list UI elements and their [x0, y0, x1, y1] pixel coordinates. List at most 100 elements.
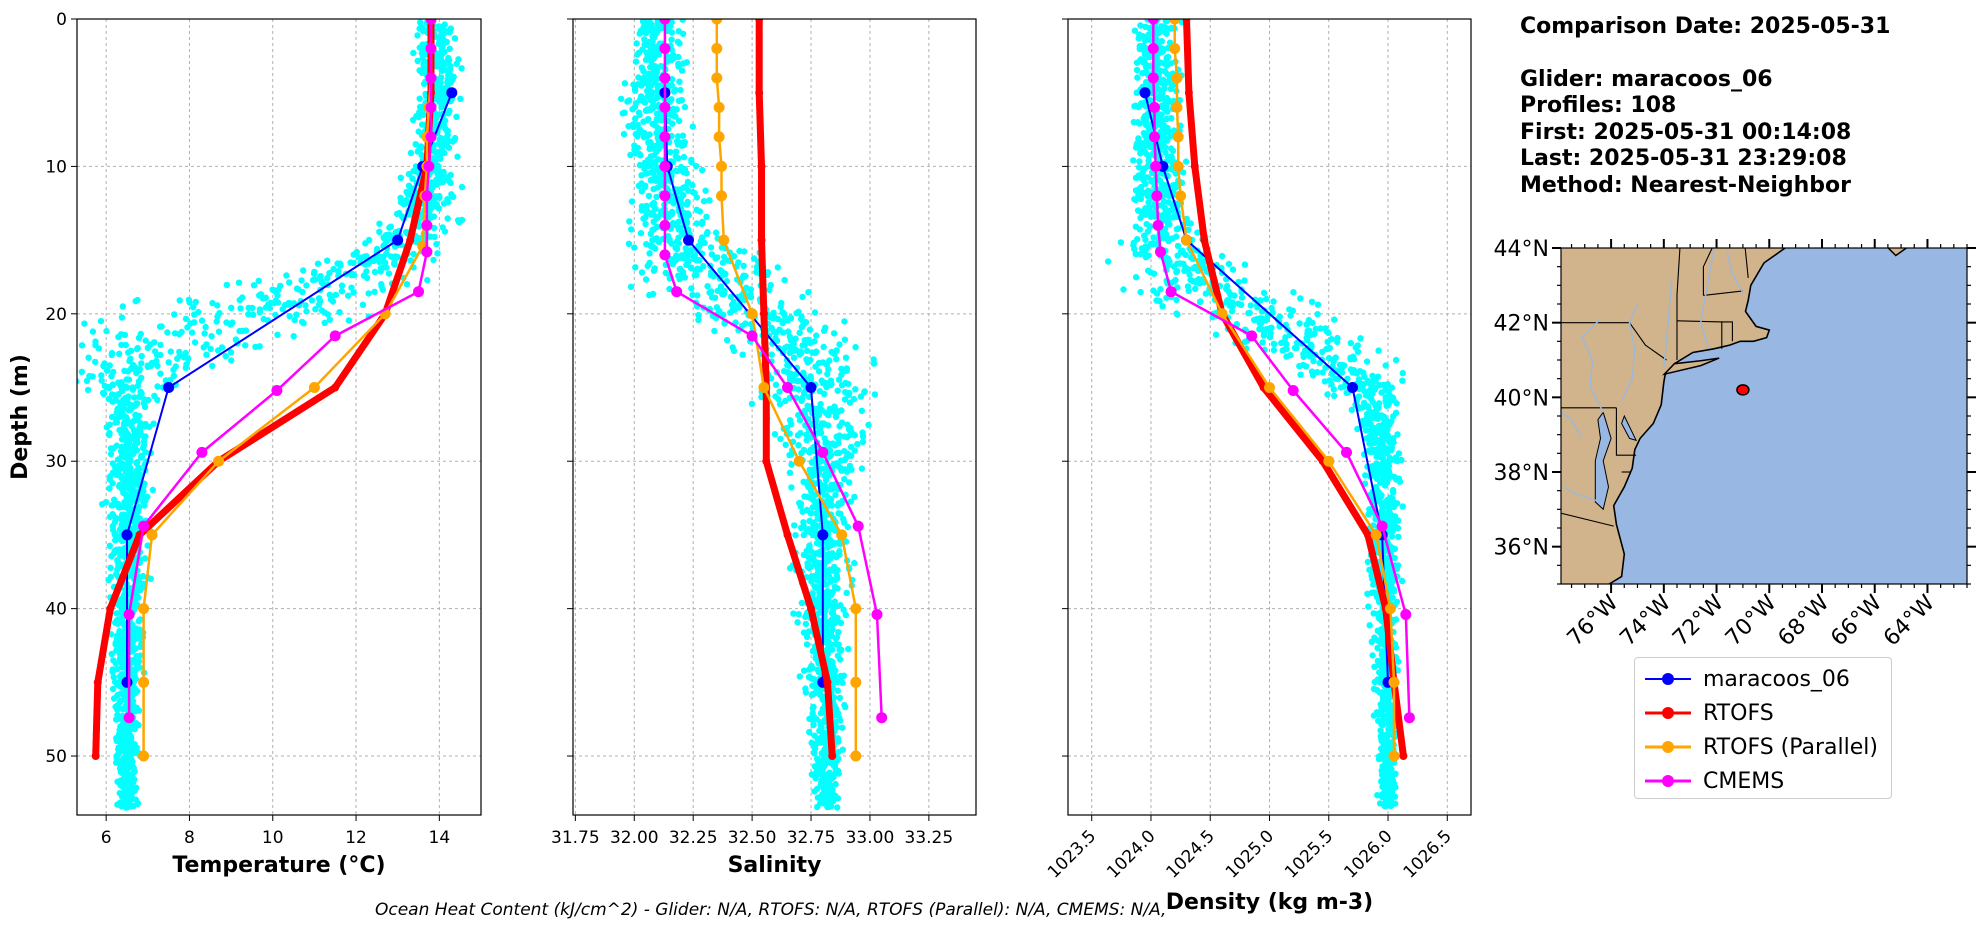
glider-point — [257, 291, 265, 298]
glider-point — [641, 41, 648, 48]
glider-point — [1144, 228, 1152, 235]
glider-point — [711, 327, 718, 335]
glider-point — [222, 352, 229, 360]
glider-point — [140, 441, 148, 449]
glider-point — [668, 112, 676, 119]
glider-point — [1145, 157, 1152, 164]
glider-point — [137, 652, 144, 659]
glider-point — [780, 368, 788, 375]
glider-point — [151, 392, 158, 400]
glider-point — [134, 687, 141, 695]
glider-point — [668, 240, 675, 247]
glider-point — [1375, 347, 1382, 354]
y-tick-label: 50 — [45, 747, 67, 767]
glider-point — [772, 381, 780, 388]
glider-point — [842, 379, 849, 387]
glider-point — [420, 60, 427, 67]
glider-point — [285, 301, 293, 308]
glider-point — [620, 130, 628, 138]
series-marker — [759, 309, 768, 318]
glider-point — [839, 746, 846, 753]
glider-point — [117, 563, 125, 570]
glider-point — [113, 752, 121, 760]
glider-point — [823, 647, 830, 654]
series-marker — [106, 604, 115, 613]
glider-point — [646, 250, 653, 257]
glider-point — [695, 256, 702, 264]
glider-point — [821, 746, 828, 753]
series-marker — [121, 529, 133, 541]
glider-point — [1185, 287, 1192, 294]
glider-point — [634, 81, 642, 88]
glider-point — [453, 60, 460, 67]
glider-point — [373, 245, 381, 253]
glider-point — [419, 46, 427, 53]
glider-point — [784, 362, 791, 369]
glider-point — [147, 575, 154, 582]
glider-point — [804, 560, 811, 567]
glider-point — [640, 68, 647, 75]
glider-point — [796, 351, 803, 358]
glider-point — [348, 284, 355, 291]
glider-point — [386, 224, 393, 231]
glider-point — [815, 368, 823, 375]
glider-point — [1174, 311, 1181, 318]
glider-point — [662, 269, 669, 277]
glider-point — [834, 804, 841, 811]
glider-point — [114, 681, 121, 688]
glider-point — [803, 641, 811, 648]
glider-point — [689, 291, 696, 299]
series-marker — [138, 603, 150, 615]
glider-point — [803, 437, 810, 444]
glider-point — [717, 283, 725, 290]
glider-point — [668, 36, 675, 43]
glider-point — [815, 559, 822, 566]
glider-point — [1185, 226, 1192, 233]
glider-point — [207, 345, 214, 353]
glider-point — [768, 324, 775, 332]
glider-point — [106, 384, 113, 391]
glider-point — [664, 233, 672, 240]
glider-point — [777, 435, 784, 443]
glider-point — [739, 351, 746, 358]
glider-point — [626, 218, 633, 225]
glider-point — [637, 230, 645, 237]
glider-point — [644, 116, 651, 124]
glider-point — [844, 450, 851, 457]
glider-point — [347, 259, 354, 266]
glider-point — [846, 462, 854, 470]
glider-point — [825, 779, 832, 786]
glider-point — [106, 431, 113, 439]
glider-point — [707, 244, 715, 251]
glider-point — [407, 257, 414, 264]
glider-point — [1391, 554, 1398, 562]
glider-point — [700, 262, 707, 270]
glider-point — [653, 223, 661, 231]
glider-point — [78, 342, 86, 349]
glider-point — [676, 40, 683, 47]
series-marker — [423, 160, 435, 172]
glider-point — [787, 314, 795, 322]
glider-point — [654, 92, 661, 100]
glider-point — [393, 254, 400, 261]
glider-point — [679, 230, 686, 238]
glider-point — [77, 378, 80, 385]
glider-point — [674, 167, 681, 175]
x-tick-label: 32.00 — [610, 828, 659, 848]
glider-point — [852, 344, 859, 351]
glider-point — [119, 635, 126, 642]
glider-point — [1324, 391, 1331, 398]
glider-point — [696, 208, 704, 215]
glider-point — [1325, 354, 1333, 362]
glider-point — [380, 264, 387, 271]
glider-point — [458, 183, 466, 191]
glider-point — [106, 476, 113, 483]
glider-point — [355, 254, 362, 261]
glider-point — [1270, 346, 1278, 354]
glider-point — [176, 330, 183, 338]
glider-point — [650, 101, 657, 108]
glider-point — [669, 260, 677, 267]
glider-point — [1348, 406, 1356, 414]
glider-point — [129, 485, 136, 493]
glider-point — [1308, 298, 1316, 305]
